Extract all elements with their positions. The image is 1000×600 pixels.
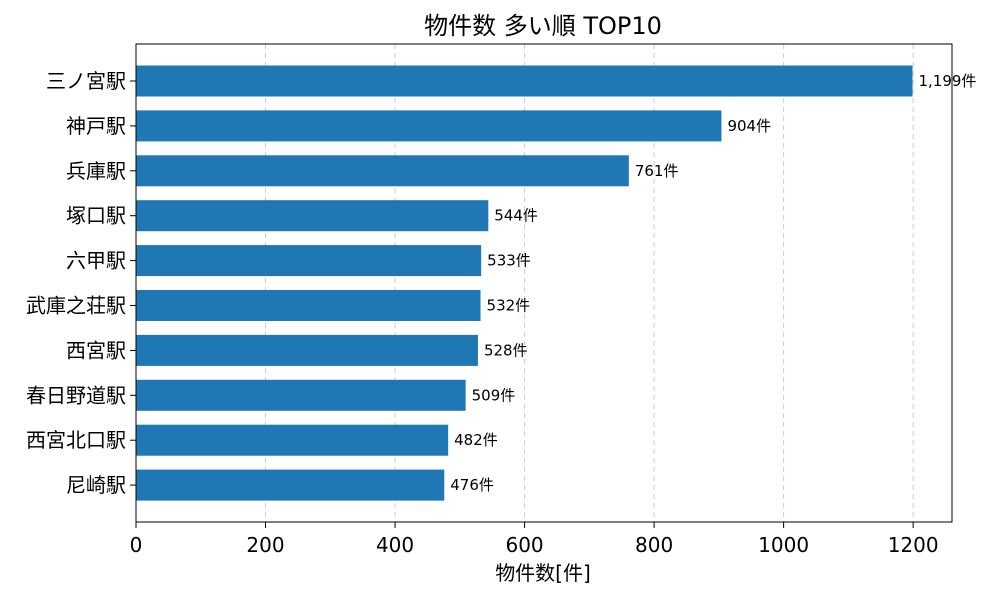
category-label: 春日野道駅 bbox=[26, 383, 126, 407]
data-label: 533件 bbox=[487, 252, 531, 270]
category-label: 武庫之荘駅 bbox=[26, 294, 126, 318]
bars bbox=[136, 65, 913, 501]
category-label: 六甲駅 bbox=[66, 249, 126, 273]
category-label: 兵庫駅 bbox=[66, 159, 126, 183]
bar bbox=[136, 379, 466, 411]
bar bbox=[136, 424, 449, 456]
category-label: 西宮北口駅 bbox=[26, 428, 126, 452]
plot-frame bbox=[135, 43, 953, 523]
x-tick-label: 200 bbox=[246, 533, 284, 557]
x-tick-label: 400 bbox=[376, 533, 414, 557]
category-label: 塚口駅 bbox=[66, 204, 126, 228]
data-label: 904件 bbox=[727, 117, 771, 135]
bar bbox=[136, 155, 629, 187]
bar bbox=[136, 290, 481, 321]
bar bbox=[136, 200, 489, 232]
chart-title: 物件数 多い順 TOP10 bbox=[424, 12, 662, 40]
data-label: 761件 bbox=[635, 162, 679, 180]
category-label: 尼崎駅 bbox=[66, 473, 126, 497]
data-label: 482件 bbox=[454, 431, 498, 449]
x-tick-label: 0 bbox=[130, 533, 143, 557]
bar bbox=[136, 110, 722, 142]
x-tick-label: 800 bbox=[635, 533, 673, 557]
bar bbox=[136, 469, 445, 501]
data-label: 1,199件 bbox=[918, 72, 976, 90]
x-tick-label: 600 bbox=[505, 533, 543, 557]
category-label: 西宮駅 bbox=[66, 338, 126, 362]
bar bbox=[136, 334, 478, 366]
x-ticks: 0 200 400 600 800 1000 1200 bbox=[130, 522, 939, 557]
category-label: 神戸駅 bbox=[66, 114, 126, 138]
data-label: 528件 bbox=[484, 341, 528, 359]
x-tick-label: 1000 bbox=[758, 533, 809, 557]
data-label: 532件 bbox=[487, 297, 531, 315]
category-label: 三ノ宮駅 bbox=[46, 69, 126, 93]
data-label: 476件 bbox=[450, 476, 494, 494]
x-axis-label: 物件数[件] bbox=[495, 561, 591, 585]
data-labels: 1,199件 904件 761件 544件 533件 532件 528件 509件 482件 47… bbox=[450, 72, 976, 494]
x-tick-label: 1200 bbox=[888, 533, 939, 557]
bar bbox=[136, 65, 913, 97]
data-label: 509件 bbox=[472, 386, 516, 404]
data-label: 544件 bbox=[494, 207, 538, 225]
bar bbox=[136, 245, 482, 277]
